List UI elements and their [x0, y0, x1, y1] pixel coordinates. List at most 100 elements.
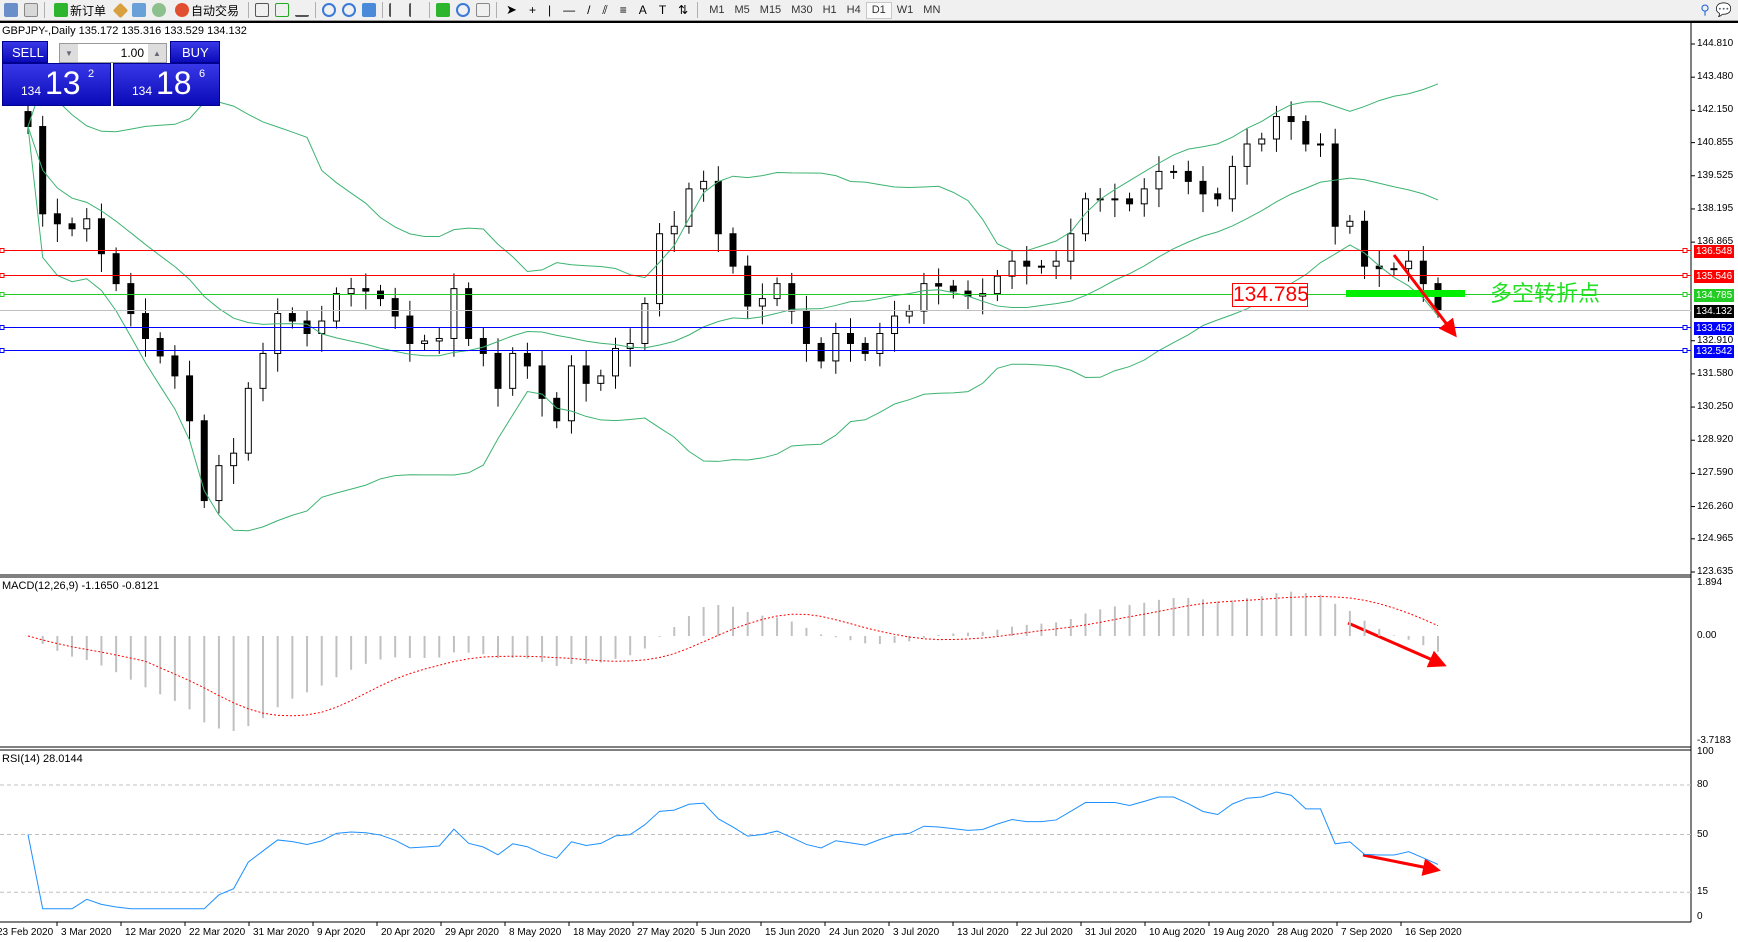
bear-candle-body	[1302, 121, 1310, 145]
date-label: 22 Mar 2020	[189, 927, 246, 938]
turning-point-text[interactable]: 多空转折点	[1490, 281, 1601, 306]
candle	[1170, 165, 1178, 179]
sell-price[interactable]: 134 13 2	[2, 63, 111, 106]
search-icon[interactable]: ⚲	[1700, 2, 1710, 17]
candle	[244, 382, 252, 461]
candle	[538, 350, 546, 417]
indicators-icon[interactable]	[436, 3, 451, 17]
candle	[1375, 250, 1383, 287]
bull-candle-body	[773, 283, 781, 300]
buy-price[interactable]: 134 18 6	[113, 63, 220, 106]
auto-scroll-icon[interactable]	[389, 3, 403, 17]
timeframe-d1[interactable]: D1	[865, 1, 892, 19]
line-chart-icon[interactable]	[295, 3, 310, 17]
bear-candle-body	[1287, 116, 1295, 123]
bear-candle-body	[1361, 220, 1369, 267]
date-label: 31 Mar 2020	[253, 927, 310, 938]
candle	[1214, 187, 1222, 207]
price-tick-label: 123.635	[1697, 566, 1734, 577]
candle	[112, 247, 120, 292]
bollinger-upper	[27, 81, 1439, 279]
equidistant-channel-icon[interactable]: ⫽	[602, 2, 608, 17]
bull-candle-body	[1228, 165, 1236, 200]
chart-top-border	[0, 21, 1738, 23]
navigator-icon[interactable]	[132, 3, 147, 17]
periods-clock-icon[interactable]	[456, 3, 471, 17]
macd-tick-label: 1.894	[1697, 576, 1723, 588]
rsi-tick-label: 15	[1697, 886, 1709, 898]
level-price-box[interactable]: 134.785	[1232, 283, 1309, 307]
chat-icon[interactable]: 💬	[1715, 2, 1732, 17]
price-tick-label: 130.250	[1697, 401, 1734, 413]
timeframe-m15[interactable]: M15	[759, 4, 782, 16]
candle	[1258, 132, 1266, 152]
bull-candle-body	[509, 352, 517, 389]
tile-windows-icon[interactable]	[362, 3, 377, 17]
zoom-out-icon[interactable]	[342, 3, 357, 17]
candle	[891, 300, 899, 352]
candle	[523, 342, 531, 379]
vertical-line-icon[interactable]: |	[547, 3, 552, 17]
lot-value[interactable]: 1.00	[120, 46, 144, 60]
candle	[1317, 133, 1324, 157]
bull-candle-body	[670, 225, 678, 235]
candle	[406, 300, 414, 362]
candle	[465, 282, 473, 346]
candle	[861, 337, 869, 361]
level-handle	[0, 292, 5, 297]
rsi-tick-label: 100	[1697, 746, 1714, 757]
timeframe-m30[interactable]: M30	[791, 4, 813, 16]
bear-candle-body	[1331, 143, 1339, 227]
bear-candle-body	[1184, 170, 1192, 182]
candle	[788, 272, 796, 324]
bear-candle-body	[744, 265, 752, 307]
lot-increase-icon[interactable]: ▲	[148, 44, 166, 62]
bull-candle-body	[700, 180, 708, 190]
sell-price-pip: 2	[88, 68, 95, 80]
text-icon[interactable]: A	[638, 3, 647, 17]
candle	[97, 203, 105, 272]
fibonacci-icon[interactable]: ≡	[619, 3, 627, 17]
macd-tick-label: -3.7183	[1697, 734, 1731, 746]
lot-size-input[interactable]: ▼ 1.00 ▲	[59, 43, 167, 63]
candle	[171, 345, 179, 389]
candle	[83, 208, 91, 242]
bull-candle-body	[612, 347, 619, 377]
candle	[230, 437, 238, 484]
new-order-button[interactable]: 新订单	[51, 1, 109, 19]
signals-icon[interactable]	[152, 3, 167, 17]
auto-trading-button[interactable]: 自动交易	[172, 1, 242, 19]
timeframe-m5[interactable]: M5	[734, 4, 750, 16]
sell-button[interactable]: SELL	[2, 41, 48, 63]
arrows-icon[interactable]: ⇅	[678, 3, 689, 17]
bull-candle-body	[1405, 260, 1413, 270]
trendline-icon[interactable]: /	[587, 3, 591, 17]
horizontal-line-icon[interactable]: —	[563, 3, 576, 17]
zoom-window-icon[interactable]	[24, 3, 38, 17]
zoom-in-icon[interactable]	[322, 3, 337, 17]
timeframe-h1[interactable]: H1	[822, 4, 837, 16]
templates-icon[interactable]	[476, 3, 491, 17]
sell-label: SELL	[12, 45, 44, 60]
timeframe-m1[interactable]: M1	[709, 4, 725, 16]
macd-label: MACD(12,26,9) -1.1650 -0.8121	[2, 580, 160, 592]
candle	[773, 277, 781, 307]
bear-candle-body	[861, 342, 869, 354]
bear-candle-body	[788, 283, 796, 312]
candlestick-icon[interactable]	[275, 3, 290, 17]
bar-chart-icon[interactable]	[255, 3, 270, 17]
text-label-icon[interactable]: T	[658, 3, 667, 17]
timeframe-h4[interactable]: H4	[846, 4, 861, 16]
candle	[318, 305, 326, 352]
bear-candle-body	[68, 223, 76, 230]
timeframe-mn[interactable]: MN	[923, 4, 941, 16]
chart-shift-icon[interactable]	[409, 3, 423, 17]
cursor-icon[interactable]: ➤	[506, 2, 517, 17]
chart-list-icon[interactable]	[4, 3, 18, 17]
timeframe-w1[interactable]: W1	[896, 4, 914, 16]
crosshair-icon[interactable]: +	[528, 3, 536, 17]
buy-button[interactable]: BUY	[170, 41, 220, 63]
lot-decrease-icon[interactable]: ▼	[60, 44, 78, 62]
separator	[697, 2, 699, 18]
